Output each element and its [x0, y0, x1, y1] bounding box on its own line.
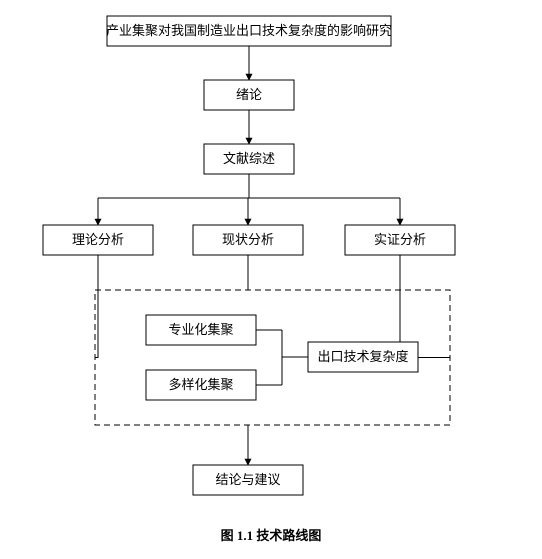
title-node-label: 产业集聚对我国制造业出口技术复杂度的影响研究	[106, 23, 392, 38]
figure-caption: 图 1.1 技术路线图	[221, 528, 322, 543]
flowchart-diagram: 产业集聚对我国制造业出口技术复杂度的影响研究绪论文献综述理论分析 现状分析 实证分析…	[0, 0, 542, 554]
empirical-node-label: 实证分析	[374, 232, 426, 247]
theory-node-label: 理论分析	[72, 232, 124, 247]
diversification-node-label: 多样化集聚	[168, 377, 233, 392]
conclusion-node-label: 结论与建议	[215, 472, 280, 487]
litrev-node-label: 文献综述	[223, 151, 275, 166]
status-node-label: 现状分析	[222, 232, 274, 247]
complexity-node-label: 出口技术复杂度	[317, 349, 408, 364]
intro-node-label: 绪论	[236, 87, 262, 102]
specialization-node-label: 专业化集聚	[168, 322, 233, 337]
